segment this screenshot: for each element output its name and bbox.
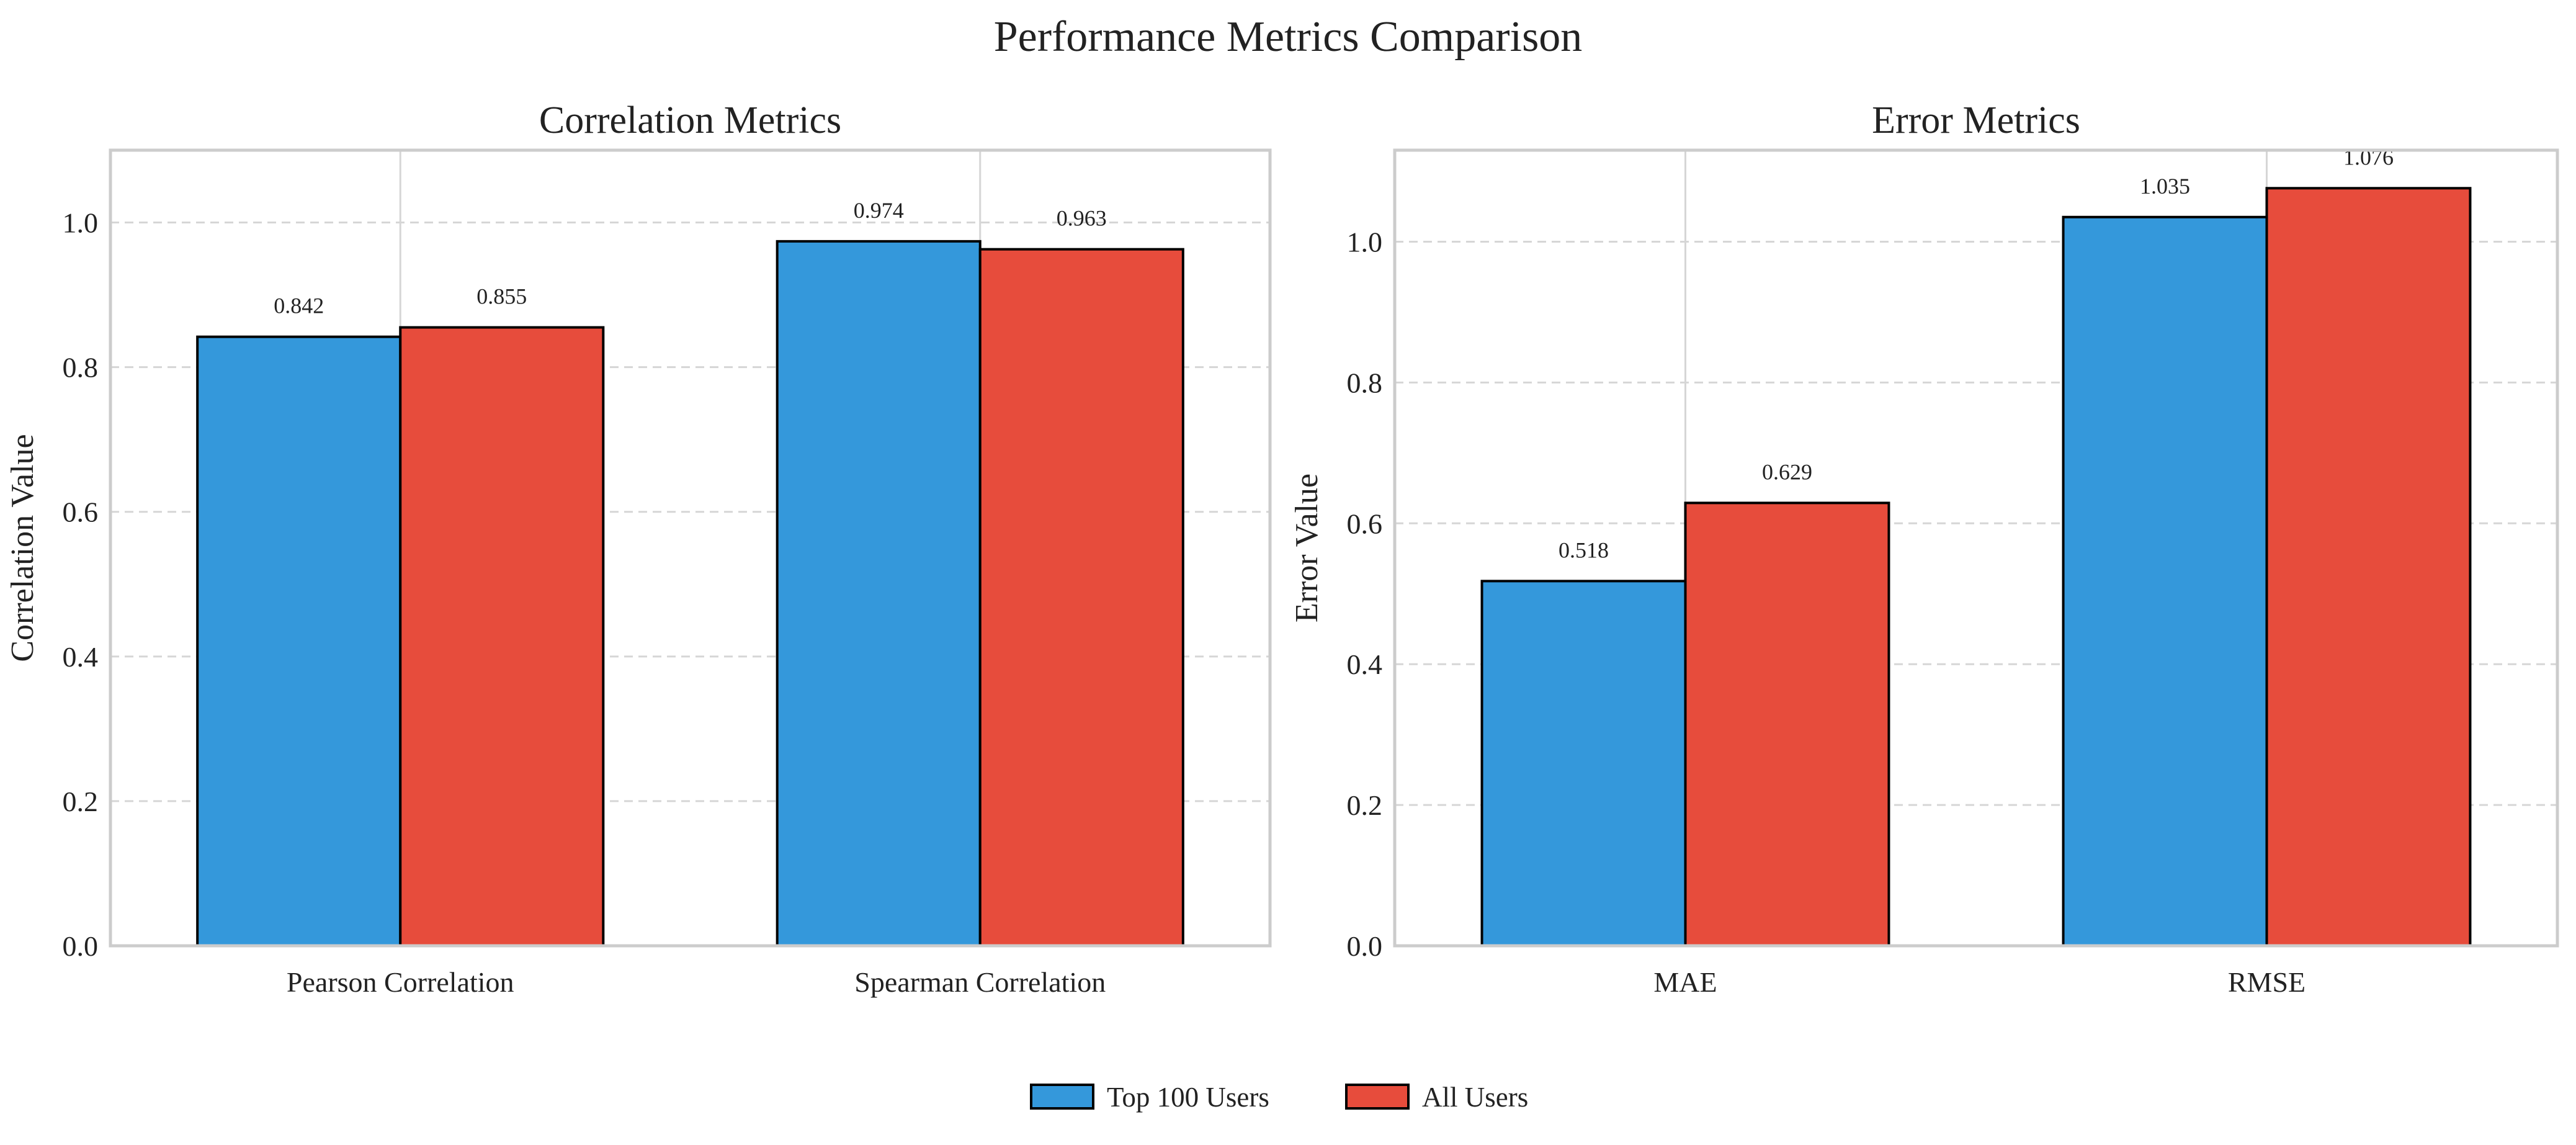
y-tick-label: 0.2: [63, 786, 99, 817]
y-tick-label: 0.4: [1347, 649, 1383, 680]
y-tick-label: 1.0: [1347, 226, 1383, 258]
bar: [1480, 580, 1687, 947]
bar: [978, 248, 1184, 948]
data-label: 0.855: [476, 284, 527, 309]
bar: [196, 335, 402, 947]
y-tick-label: 0.4: [63, 641, 99, 673]
subplot-title: Error Metrics: [1872, 99, 2080, 141]
x-tick-label: RMSE: [2228, 966, 2305, 998]
y-tick-label: 0.0: [1347, 930, 1383, 962]
x-tick-label: Pearson Correlation: [287, 966, 514, 998]
plot-frame: [109, 148, 1272, 948]
data-label: 1.076: [2343, 145, 2394, 169]
y-tick-label: 0.0: [63, 930, 99, 962]
legend-swatch: [1030, 1084, 1094, 1110]
x-tick-label: MAE: [1653, 966, 1717, 998]
figure-title: Performance Metrics Comparison: [993, 13, 1583, 61]
y-tick-label: 1.0: [63, 207, 99, 239]
bar: [2062, 215, 2268, 947]
subplot-1: 0.842 0.974 0.855 0.963 0.0 0.2 0.4 0.6 0.8 1.0 Pe…: [5, 99, 1272, 998]
y-tick-label: 0.8: [1347, 367, 1383, 398]
data-label: 0.963: [1057, 206, 1107, 231]
bar: [1684, 501, 1890, 947]
legend: Top 100 Users All Users: [1030, 1082, 1528, 1113]
legend-item: All Users: [1345, 1082, 1528, 1113]
legend-swatch: [1345, 1084, 1410, 1110]
x-tick-label: Spearman Correlation: [854, 966, 1106, 998]
bar: [399, 326, 605, 947]
bar: [776, 240, 982, 947]
plot-frame: [1393, 148, 2559, 948]
y-tick-label: 0.2: [1347, 789, 1383, 821]
y-tick-label: 0.6: [1347, 508, 1383, 539]
subplot-2: 0.518 1.035 0.629 1.076 0.0 0.2 0.4 0.6 0.8 1.0 MA…: [1289, 99, 2559, 998]
data-label: 0.974: [854, 198, 904, 223]
legend-label: All Users: [1422, 1082, 1528, 1113]
y-tick-label: 0.8: [63, 352, 99, 384]
y-axis-label: Error Value: [1289, 474, 1325, 622]
data-label: 0.518: [1559, 537, 1609, 562]
data-label: 0.842: [274, 294, 324, 318]
legend-item: Top 100 Users: [1030, 1082, 1269, 1113]
legend-label: Top 100 Users: [1107, 1082, 1269, 1113]
data-label: 1.035: [2140, 174, 2190, 199]
data-label: 0.629: [1762, 459, 1812, 484]
y-tick-label: 0.6: [63, 496, 99, 528]
subplot-title: Correlation Metrics: [539, 99, 841, 141]
bar: [2265, 187, 2472, 948]
y-axis-label: Correlation Value: [5, 434, 40, 662]
